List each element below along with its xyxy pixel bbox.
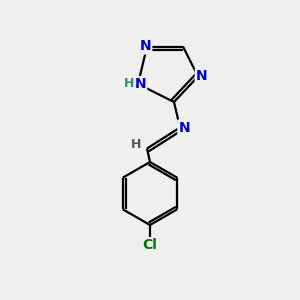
Text: N: N	[135, 77, 146, 91]
Text: H: H	[124, 77, 134, 90]
Text: N: N	[140, 40, 151, 53]
Text: N: N	[178, 121, 190, 134]
Text: Cl: Cl	[142, 238, 158, 252]
Text: N: N	[196, 70, 207, 83]
Text: H: H	[130, 138, 141, 152]
